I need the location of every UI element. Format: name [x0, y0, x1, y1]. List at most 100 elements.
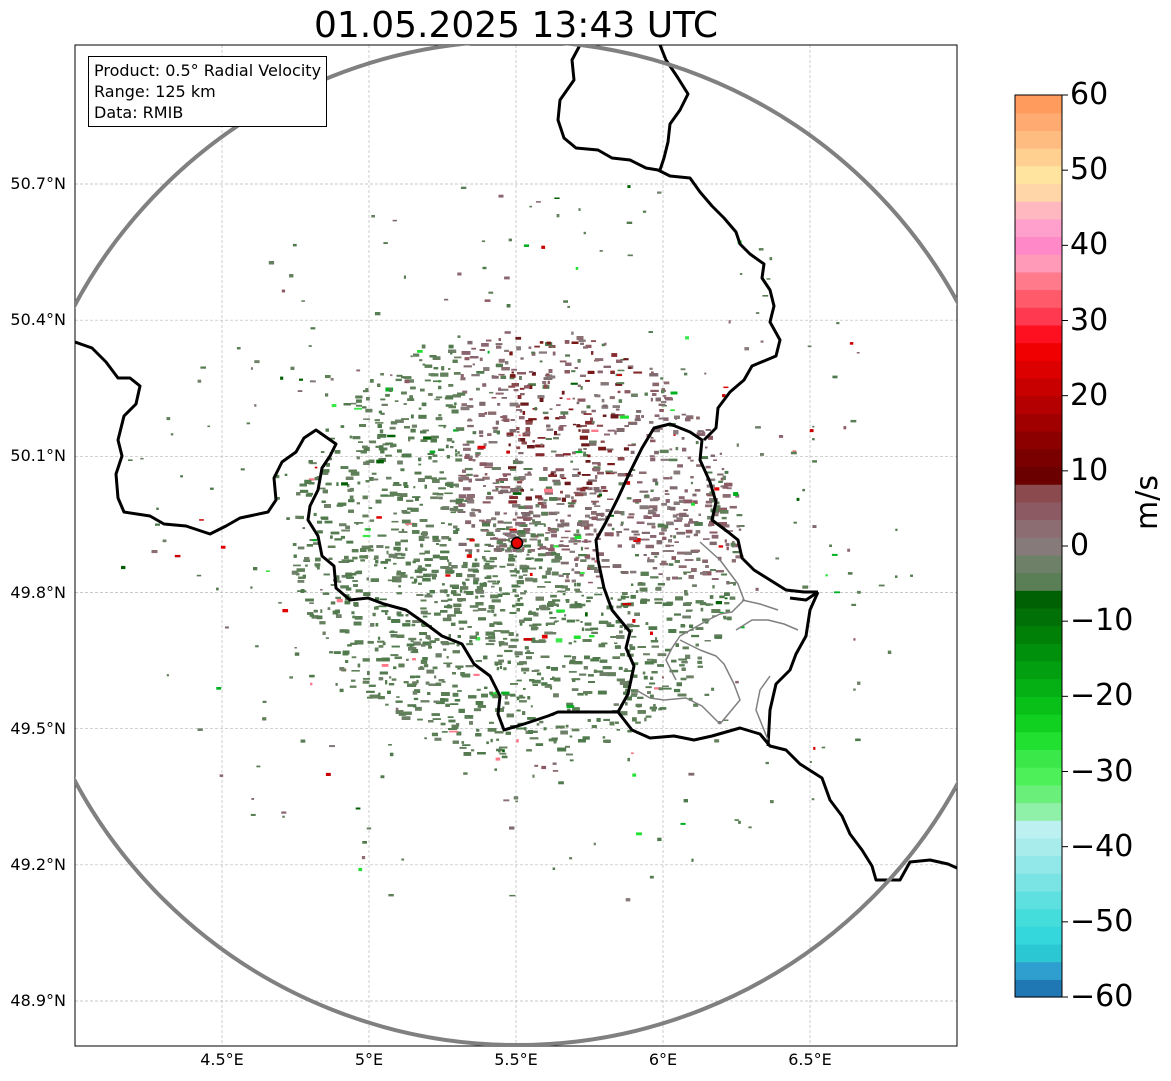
- echo-pixel: [446, 481, 454, 484]
- echo-pixel: [533, 514, 541, 518]
- echo-pixel: [572, 423, 576, 426]
- echo-pixel: [414, 471, 422, 475]
- echo-pixel: [525, 421, 533, 425]
- echo-pixel: [607, 429, 616, 432]
- echo-pixel: [695, 600, 704, 604]
- echo-pixel: [385, 558, 391, 562]
- echo-pixel: [569, 504, 574, 508]
- echo-pixel: [592, 657, 601, 659]
- echo-pixel: [515, 602, 524, 607]
- echo-pixel: [712, 513, 719, 517]
- echo-pixel: [624, 668, 628, 672]
- echo-pixel: [387, 495, 395, 497]
- echo-pixel: [446, 642, 455, 645]
- echo-pixel: [721, 516, 727, 520]
- echo-pixel: [575, 493, 584, 497]
- echo-pixel: [590, 627, 599, 631]
- echo-pixel: [535, 495, 542, 499]
- echo-pixel: [550, 544, 554, 549]
- echo-pixel: [631, 530, 639, 533]
- echo-pixel: [596, 718, 601, 722]
- echo-pixel: [580, 603, 586, 607]
- echo-pixel: [571, 499, 577, 503]
- echo-pixel: [627, 611, 631, 615]
- echo-pixel: [444, 492, 453, 495]
- echo-pixel: [316, 476, 320, 479]
- echo-pixel: [530, 705, 533, 708]
- echo-pixel: [581, 474, 591, 476]
- echo-pixel: [441, 731, 448, 733]
- echo-pixel: [619, 625, 623, 628]
- echo-pixel: [640, 571, 649, 576]
- echo-pixel: [498, 358, 505, 363]
- echo-pixel: [457, 392, 466, 396]
- echo-pixel: [525, 652, 534, 654]
- echo-pixel: [461, 403, 467, 406]
- echo-pixel: [544, 581, 551, 583]
- echo-pixel: [486, 741, 489, 745]
- echo-pixel: [519, 387, 525, 390]
- echo-pixel: [508, 466, 517, 470]
- echo-pixel: [453, 506, 459, 509]
- echo-pixel: [396, 570, 401, 573]
- echo-pixel: [572, 468, 579, 471]
- echo-pixel: [704, 640, 711, 642]
- echo-pixel: [467, 419, 473, 422]
- echo-pixel: [502, 491, 511, 494]
- echo-pixel: [644, 661, 654, 665]
- echo-pixel: [678, 496, 685, 500]
- echo-pixel: [673, 434, 676, 436]
- echo-pixel: [446, 605, 453, 609]
- echo-pixel: [376, 516, 382, 519]
- echo-pixel: [508, 537, 517, 539]
- echo-pixel: [523, 528, 531, 532]
- echo-pixel: [415, 497, 419, 501]
- echo-pixel: [507, 434, 511, 437]
- echo-pixel: [442, 617, 452, 622]
- echo-pixel: [682, 646, 689, 650]
- echo-pixel: [670, 409, 675, 411]
- echo-pixel: [510, 468, 516, 471]
- echo-pixel: [458, 708, 465, 713]
- echo-pixel: [598, 620, 608, 624]
- echo-pixel: [378, 677, 384, 681]
- echo-pixel: [502, 749, 505, 753]
- echo-pixel: [626, 623, 633, 628]
- echo-pixel: [493, 613, 497, 617]
- echo-pixel: [425, 681, 430, 685]
- echo-pixel: [484, 686, 488, 689]
- echo-pixel: [673, 519, 683, 522]
- echo-pixel: [433, 380, 442, 383]
- echo-pixel: [649, 367, 653, 370]
- echo-pixel: [571, 568, 575, 572]
- echo-pixel: [377, 436, 381, 439]
- echo-pixel: [650, 397, 653, 402]
- echo-pixel: [432, 479, 440, 483]
- echo-pixel: [530, 533, 536, 538]
- echo-pixel: [396, 634, 405, 638]
- echo-pixel: [640, 538, 650, 541]
- echo-pixel: [520, 402, 529, 406]
- echo-pixel: [660, 458, 669, 461]
- echo-pixel: [407, 398, 415, 401]
- echo-pixel: [650, 576, 659, 579]
- echo-pixel: [489, 557, 497, 560]
- echo-pixel: [718, 545, 724, 548]
- echo-pixel: [685, 417, 691, 422]
- echo-pixel: [661, 560, 667, 565]
- echo-pixel: [520, 597, 523, 600]
- echo-pixel: [455, 665, 464, 668]
- echo-pixel: [647, 557, 650, 561]
- echo-pixel: [477, 445, 486, 449]
- echo-pixel: [518, 530, 526, 534]
- echo-pixel: [506, 713, 514, 718]
- echo-pixel: [402, 510, 406, 514]
- echo-pixel: [319, 621, 326, 625]
- echo-pixel: [445, 482, 454, 486]
- echo-pixel: [565, 745, 570, 748]
- echo-pixel: [525, 496, 532, 501]
- echo-pixel: [542, 640, 547, 643]
- echo-pixel: [625, 701, 628, 706]
- echo-pixel: [669, 669, 679, 673]
- echo-pixel: [691, 502, 695, 506]
